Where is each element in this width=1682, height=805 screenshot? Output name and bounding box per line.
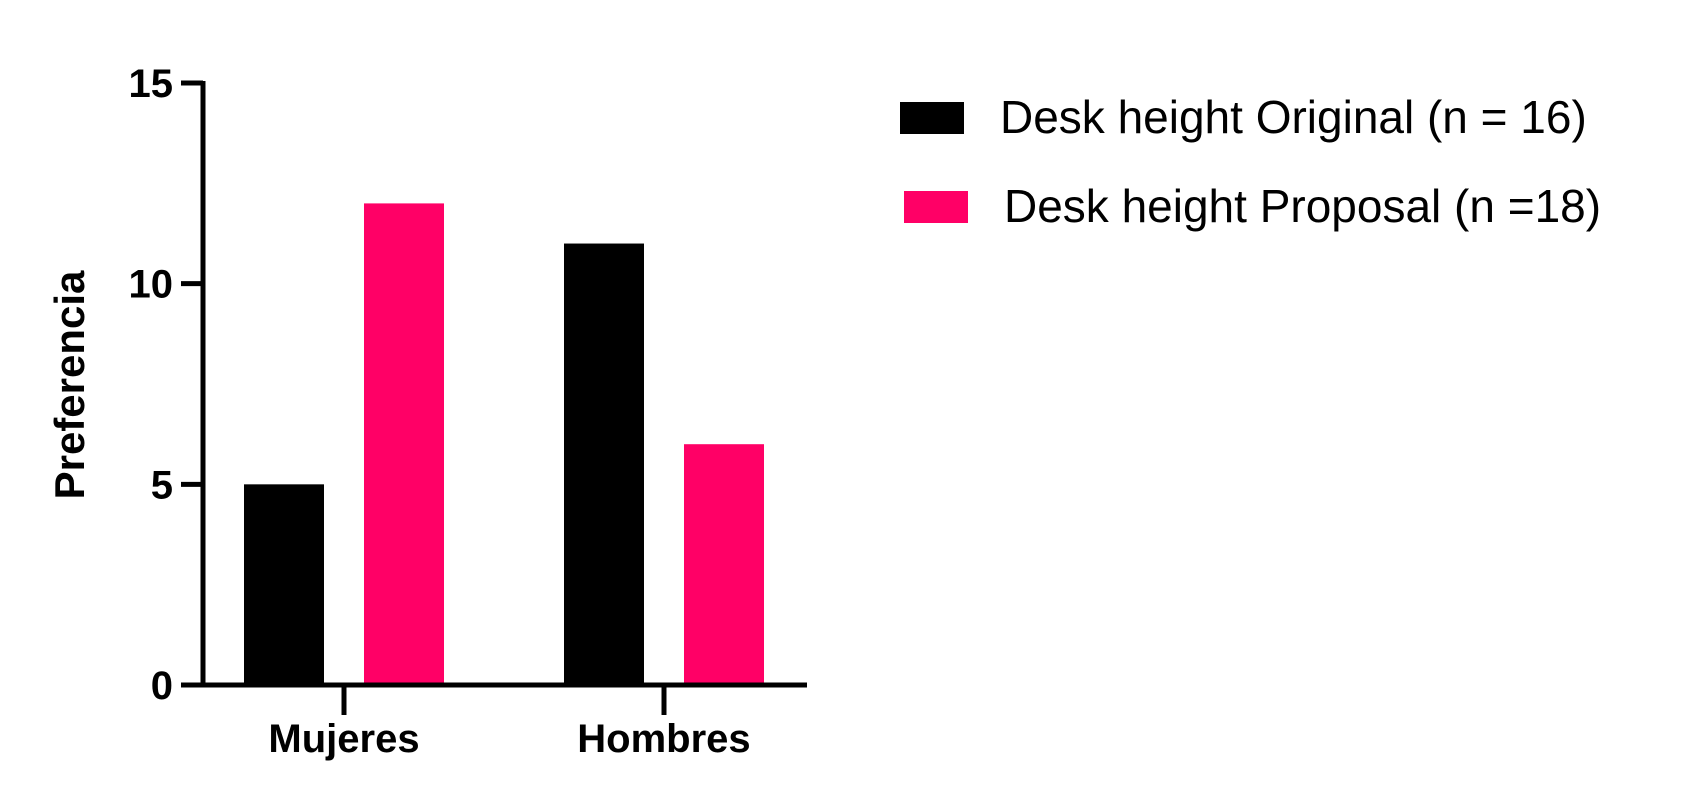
y-tick-label-5: 5 (151, 463, 173, 507)
legend-swatch-original (900, 102, 964, 134)
legend-label-original: Desk height Original (n = 16) (1000, 91, 1587, 143)
x-tick-label-hombres: Hombres (577, 717, 750, 761)
legend: Desk height Original (n = 16) Desk height… (900, 91, 1601, 232)
y-tick-label-10: 10 (129, 263, 174, 307)
x-tick-label-mujeres: Mujeres (268, 717, 419, 761)
bar-proposal-mujeres (364, 203, 444, 685)
y-tick-label-15: 15 (129, 62, 174, 106)
legend-swatch-proposal (904, 191, 968, 223)
plot-area: 0 5 10 15 Mujeres Hombres (129, 62, 807, 761)
bar-proposal-hombres (684, 444, 764, 685)
legend-label-proposal: Desk height Proposal (n =18) (1004, 180, 1601, 232)
y-tick-label-0: 0 (151, 664, 173, 708)
bar-original-hombres (564, 243, 644, 686)
y-axis-title: Preferencia (46, 270, 93, 499)
bar-original-mujeres (244, 484, 324, 685)
